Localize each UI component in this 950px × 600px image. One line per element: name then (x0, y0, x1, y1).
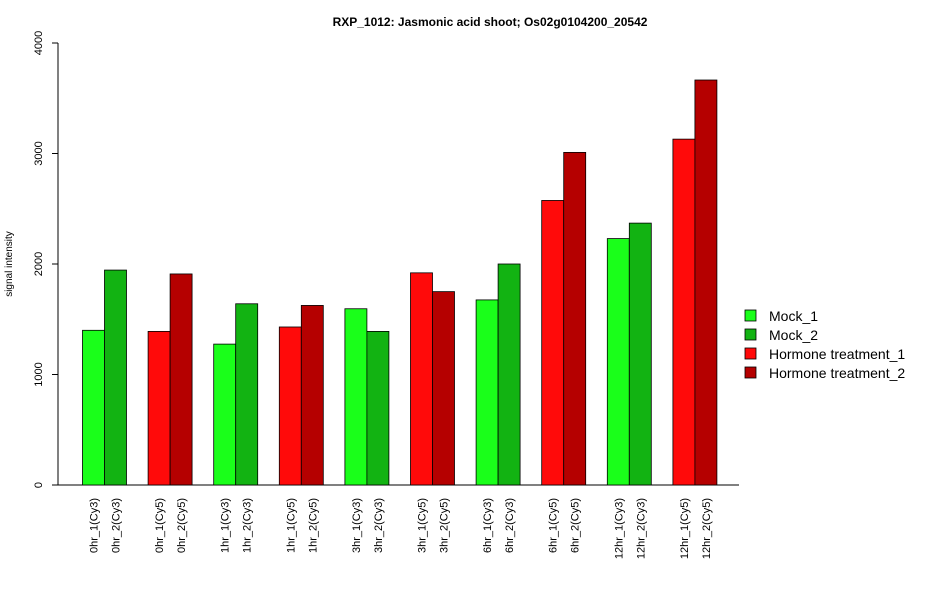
x-tick-label: 12hr_1(Cy3) (613, 498, 625, 559)
bar (541, 200, 565, 486)
x-tick-label: 1hr_2(Cy5) (307, 498, 319, 553)
y-tick-label: 4000 (33, 31, 45, 55)
x-tick-label: 1hr_1(Cy3) (220, 498, 232, 553)
x-tick-label: 3hr_2(Cy5) (439, 498, 451, 553)
y-tick-label: 2000 (33, 252, 45, 276)
y-axis: 0 1000 2000 3000 4000 (33, 31, 59, 488)
chart-title: RXP_1012: Jasmonic acid shoot; Os02g0104… (333, 15, 648, 29)
x-tick-label: 0hr_1(Cy5) (154, 498, 166, 553)
x-tick-label: 0hr_1(Cy3) (89, 498, 101, 553)
x-tick-labels: 0hr_1(Cy3) 0hr_2(Cy3) 0hr_1(Cy5) 0hr_2(Cy5)… (89, 498, 713, 559)
bar (300, 305, 324, 486)
x-tick-label: 6hr_1(Cy5) (548, 498, 560, 553)
legend-label: Hormone treatment_2 (769, 365, 905, 381)
legend-swatch (744, 328, 757, 341)
bars-group (82, 79, 718, 486)
bar (672, 138, 696, 486)
bar (82, 329, 105, 486)
bar (344, 308, 368, 486)
bar (366, 331, 390, 486)
legend: Mock_1 Mock_2 Hormone treatment_1 Hormone t… (744, 308, 905, 381)
bar (169, 273, 193, 486)
y-tick-label: 0 (33, 482, 45, 488)
bar (235, 303, 259, 486)
bar (628, 222, 652, 486)
x-tick-label: 0hr_2(Cy3) (111, 498, 123, 553)
x-tick-label: 12hr_1(Cy5) (679, 498, 691, 559)
bar (475, 299, 499, 486)
x-tick-label: 3hr_1(Cy3) (351, 498, 363, 553)
legend-swatch (744, 309, 757, 322)
x-tick-label: 6hr_1(Cy3) (482, 498, 494, 553)
x-tick-label: 3hr_2(Cy3) (373, 498, 385, 553)
legend-label: Mock_1 (769, 308, 818, 324)
bar (694, 79, 718, 486)
bar (278, 326, 302, 486)
bar (606, 238, 630, 486)
bar (497, 263, 521, 486)
x-tick-label: 6hr_2(Cy3) (504, 498, 516, 553)
x-tick-label: 3hr_1(Cy5) (417, 498, 429, 553)
bar (104, 269, 127, 486)
x-tick-label: 1hr_1(Cy5) (285, 498, 297, 553)
y-axis-label: signal intensity (4, 231, 15, 297)
x-tick-label: 1hr_2(Cy3) (242, 498, 254, 553)
x-tick-label: 12hr_2(Cy5) (701, 498, 713, 559)
legend-swatch (744, 366, 757, 379)
bar (213, 343, 237, 486)
legend-swatch (744, 347, 757, 360)
legend-label: Mock_2 (769, 327, 818, 343)
y-tick-label: 3000 (33, 141, 45, 165)
x-tick-label: 0hr_2(Cy5) (176, 498, 188, 553)
bar (147, 331, 171, 486)
bar (563, 151, 587, 486)
bar (432, 291, 455, 486)
x-tick-label: 12hr_2(Cy3) (635, 498, 647, 559)
y-tick-label: 1000 (33, 362, 45, 386)
legend-label: Hormone treatment_1 (769, 346, 905, 362)
x-tick-label: 6hr_2(Cy5) (570, 498, 582, 553)
bar (410, 272, 433, 486)
